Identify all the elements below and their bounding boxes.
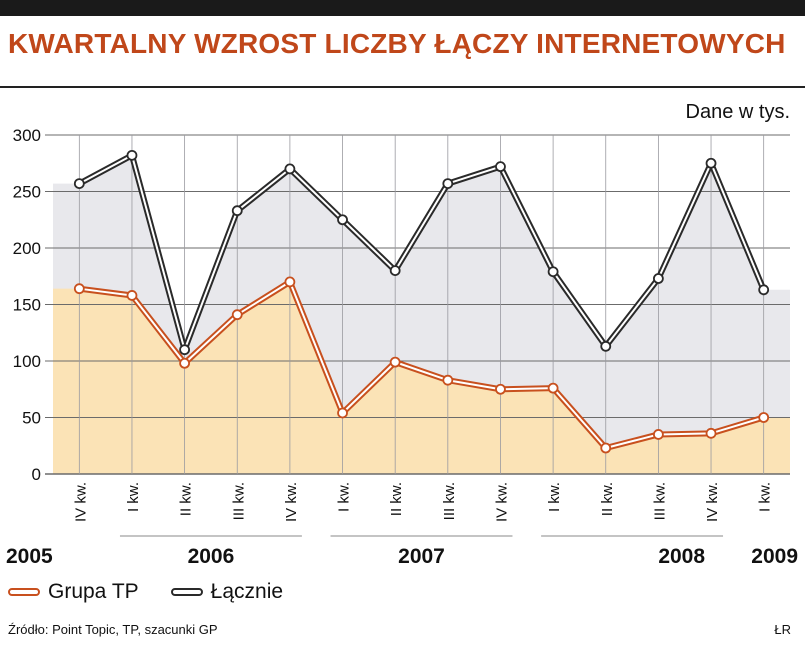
point-lacznie bbox=[705, 157, 717, 169]
x-tick-label: I kw. bbox=[546, 482, 563, 512]
point-lacznie bbox=[337, 214, 348, 226]
legend: Grupa TP Łącznie bbox=[8, 580, 305, 604]
point-grupa-tp bbox=[705, 427, 717, 439]
x-tick-label: IV kw. bbox=[72, 482, 89, 522]
point-lacznie bbox=[495, 161, 506, 173]
point-lacznie bbox=[600, 340, 612, 352]
x-tick-label: I kw. bbox=[336, 482, 353, 512]
x-tick-label: I kw. bbox=[757, 482, 774, 512]
point-grupa-tp bbox=[73, 283, 85, 295]
x-tick-label: IV kw. bbox=[704, 482, 721, 522]
point-lacznie bbox=[547, 266, 559, 278]
point-grupa-tp bbox=[284, 276, 296, 288]
legend-swatch-lacznie bbox=[170, 588, 203, 596]
year-label: 2006 bbox=[188, 545, 235, 568]
legend-label-lacznie: Łącznie bbox=[210, 580, 284, 603]
x-tick-label: II kw. bbox=[178, 482, 195, 516]
year-label: 2009 bbox=[751, 545, 798, 568]
y-tick-label: 50 bbox=[22, 409, 41, 428]
year-label: 2008 bbox=[658, 545, 705, 568]
point-lacznie bbox=[652, 273, 664, 284]
point-grupa-tp bbox=[758, 412, 770, 423]
x-tick-label: III kw. bbox=[441, 482, 458, 520]
y-tick-label: 250 bbox=[13, 183, 41, 202]
x-tick-label: III kw. bbox=[651, 482, 668, 520]
y-tick-label: 150 bbox=[13, 296, 41, 315]
chart-title: KWARTALNY WZROST LICZBY ŁĄCZY INTERNETOW… bbox=[8, 28, 786, 59]
point-lacznie bbox=[284, 163, 296, 175]
chart-area: 0 50 100 150 200 250 300 Dane w tys. IV kw. I kw.… bbox=[6, 101, 798, 568]
top-bar bbox=[0, 0, 805, 16]
y-tick-label: 0 bbox=[32, 465, 41, 484]
point-grupa-tp bbox=[389, 356, 401, 368]
series-line-inner-grupa-tp bbox=[78, 280, 765, 450]
point-lacznie bbox=[442, 178, 454, 189]
point-grupa-tp bbox=[495, 383, 506, 395]
x-tick-label: III kw. bbox=[230, 482, 247, 520]
point-grupa-tp bbox=[337, 407, 348, 419]
series-line-inner-lacznie bbox=[78, 154, 765, 351]
point-grupa-tp bbox=[179, 357, 191, 369]
title-rule bbox=[0, 86, 805, 88]
point-grupa-tp bbox=[126, 290, 138, 301]
year-label: 2005 bbox=[6, 545, 53, 568]
source-note: Źródło: Point Topic, TP, szacunki GP bbox=[8, 622, 218, 637]
point-lacznie bbox=[179, 344, 191, 356]
point-grupa-tp bbox=[231, 309, 243, 321]
x-tick-label: IV kw. bbox=[283, 482, 300, 522]
y-tick-label: 100 bbox=[13, 352, 41, 371]
point-lacznie bbox=[389, 265, 401, 277]
credit-note: ŁR bbox=[774, 622, 791, 637]
x-tick-label: I kw. bbox=[125, 482, 142, 512]
legend-swatch-grupa-tp bbox=[8, 588, 40, 596]
point-lacznie bbox=[758, 284, 770, 296]
unit-note: Dane w tys. bbox=[686, 101, 790, 123]
legend-item-lacznie: Łącznie bbox=[170, 580, 284, 604]
point-lacznie bbox=[73, 178, 85, 189]
point-grupa-tp bbox=[652, 429, 664, 440]
point-lacznie bbox=[126, 149, 138, 161]
x-tick-label: II kw. bbox=[599, 482, 616, 516]
point-grupa-tp bbox=[442, 374, 454, 386]
point-lacznie bbox=[231, 205, 243, 217]
x-tick-label: IV kw. bbox=[493, 482, 510, 522]
legend-item-grupa-tp: Grupa TP bbox=[8, 580, 139, 604]
legend-label-grupa-tp: Grupa TP bbox=[48, 580, 139, 603]
point-grupa-tp bbox=[600, 442, 612, 454]
y-tick-label: 300 bbox=[13, 126, 41, 145]
point-grupa-tp bbox=[547, 382, 559, 394]
x-tick-label: II kw. bbox=[388, 482, 405, 516]
year-label: 2007 bbox=[398, 545, 445, 568]
y-tick-label: 200 bbox=[13, 239, 41, 258]
